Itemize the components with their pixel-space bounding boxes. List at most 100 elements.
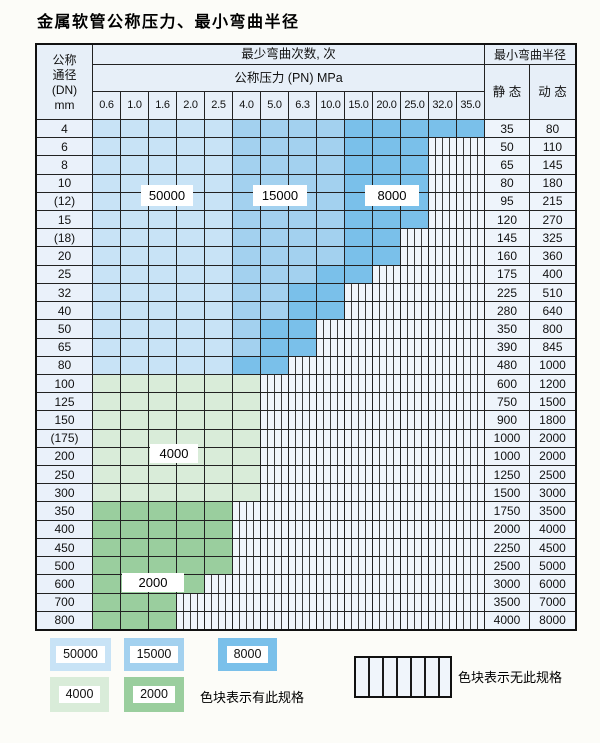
spec-cell — [121, 593, 148, 611]
no-spec-cell — [373, 557, 400, 575]
no-spec-cell — [373, 338, 400, 356]
spec-cell — [261, 320, 288, 338]
no-spec-cell — [261, 374, 288, 393]
spec-cell — [345, 211, 372, 229]
dynamic-radius-cell: 7000 — [530, 593, 575, 611]
spec-cell — [149, 283, 176, 302]
spec-cell — [121, 247, 148, 265]
dn-header-line: 通径 — [52, 67, 77, 82]
spec-cell — [261, 229, 288, 247]
static-radius-cell: 175 — [485, 265, 529, 283]
spec-cell — [93, 502, 120, 520]
spec-cell — [177, 120, 204, 138]
spec-cell — [149, 302, 176, 320]
no-spec-cell — [289, 374, 316, 393]
static-radius-cell: 65 — [485, 156, 529, 174]
no-spec-cell — [177, 611, 204, 629]
dn-header-line: mm — [54, 97, 75, 112]
spec-cell — [401, 156, 428, 174]
no-spec-cell — [429, 174, 456, 192]
spec-cell — [93, 466, 120, 484]
spec-cell — [149, 611, 176, 629]
no-spec-cell — [289, 484, 316, 502]
no-spec-cell — [429, 211, 456, 229]
spec-cell — [121, 393, 148, 411]
no-spec-cell — [317, 466, 344, 484]
no-spec-cell — [261, 393, 288, 411]
dynamic-radius-cell: 510 — [530, 283, 575, 302]
no-spec-cell — [429, 538, 456, 557]
spec-cell — [345, 229, 372, 247]
spec-cell — [289, 247, 316, 265]
spec-cell — [429, 120, 456, 138]
region-label-50000: 50000 — [141, 185, 193, 206]
pressure-tick: 1.6 — [149, 92, 176, 119]
dynamic-radius-cell: 2500 — [530, 466, 575, 484]
no-spec-cell — [457, 320, 484, 338]
spec-cell — [233, 374, 260, 393]
spec-cell — [261, 138, 288, 156]
spec-cell — [205, 557, 232, 575]
spec-cell — [289, 156, 316, 174]
no-spec-cell — [457, 593, 484, 611]
no-spec-cell — [401, 538, 428, 557]
spec-cell — [373, 120, 400, 138]
dn-cell: 4 — [37, 120, 92, 138]
spec-cell — [233, 156, 260, 174]
spec-cell — [205, 338, 232, 356]
no-spec-cell — [429, 320, 456, 338]
spec-cell — [121, 429, 148, 447]
dn-cell: 250 — [37, 466, 92, 484]
no-spec-cell — [429, 156, 456, 174]
no-spec-cell — [401, 374, 428, 393]
dn-cell: 20 — [37, 247, 92, 265]
spec-cell — [121, 338, 148, 356]
no-spec-cell — [233, 593, 260, 611]
static-radius-cell: 750 — [485, 393, 529, 411]
no-spec-cell — [345, 302, 372, 320]
no-spec-cell — [345, 611, 372, 629]
spec-cell — [289, 265, 316, 283]
spec-cell — [149, 320, 176, 338]
spec-cell — [317, 192, 344, 211]
spec-cell — [261, 247, 288, 265]
spec-cell — [205, 484, 232, 502]
no-spec-cell — [429, 411, 456, 429]
dynamic-radius-cell: 1800 — [530, 411, 575, 429]
no-spec-cell — [401, 229, 428, 247]
no-spec-cell — [373, 393, 400, 411]
spec-cell — [317, 247, 344, 265]
spec-cell — [93, 320, 120, 338]
static-radius-cell: 145 — [485, 229, 529, 247]
no-spec-cell — [373, 447, 400, 466]
no-spec-cell — [429, 229, 456, 247]
spec-cell — [93, 356, 120, 374]
dn-cell: 600 — [37, 575, 92, 593]
dynamic-radius-cell: 110 — [530, 138, 575, 156]
spec-cell — [289, 229, 316, 247]
spec-cell — [149, 429, 176, 447]
no-spec-cell — [373, 502, 400, 520]
no-spec-cell — [457, 265, 484, 283]
static-radius-cell: 1000 — [485, 429, 529, 447]
spec-cell — [177, 320, 204, 338]
dynamic-radius-cell: 640 — [530, 302, 575, 320]
no-spec-cell — [429, 393, 456, 411]
dynamic-radius-cell: 400 — [530, 265, 575, 283]
legend-label-50000: 50000 — [56, 645, 105, 664]
dynamic-radius-cell: 6000 — [530, 575, 575, 593]
spec-cell — [121, 557, 148, 575]
static-radius-cell: 3500 — [485, 593, 529, 611]
spec-cell — [205, 283, 232, 302]
page-title: 金属软管公称压力、最小弯曲半径 — [37, 12, 300, 31]
no-spec-cell — [457, 211, 484, 229]
spec-cell — [177, 538, 204, 557]
no-spec-cell — [317, 611, 344, 629]
dn-cell: 50 — [37, 320, 92, 338]
spec-cell — [121, 484, 148, 502]
no-spec-cell — [401, 447, 428, 466]
spec-cell — [149, 156, 176, 174]
spec-cell — [401, 138, 428, 156]
spec-cell — [93, 338, 120, 356]
